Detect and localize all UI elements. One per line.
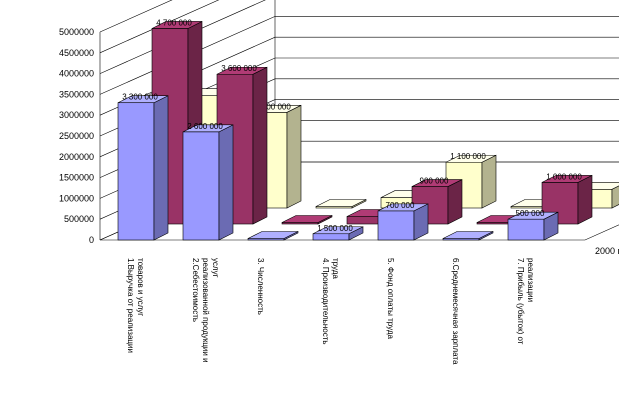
bar-side <box>252 66 268 225</box>
data-label: 3 600 000 <box>221 64 257 73</box>
bar-front <box>377 210 415 241</box>
bar-side <box>577 174 593 225</box>
x-category-label-line: реализации <box>526 258 535 302</box>
series-axis-label: 2000 г. <box>595 246 619 256</box>
y-tick-label: 0 <box>89 235 94 245</box>
y-tick-label: 3500000 <box>59 89 94 99</box>
y-tick-label: 500000 <box>64 214 94 224</box>
x-category-label: 2.Себестоимостьреализованной продукции и… <box>191 258 220 363</box>
x-category-label-line: товаров и услуг <box>136 258 145 316</box>
bar-front <box>182 131 220 241</box>
x-category-label: 1.Выручка от реализациитоваров и услуг <box>126 258 145 353</box>
y-tick-label: 3000000 <box>59 110 94 120</box>
bar-side <box>153 95 169 241</box>
bar-top <box>247 231 299 239</box>
y-tick-label: 1500000 <box>59 173 94 183</box>
data-label: 1 000 000 <box>546 172 582 181</box>
x-category-label-line: труда <box>331 258 340 279</box>
y-tick-label: 5000000 <box>59 27 94 37</box>
bar <box>315 199 367 209</box>
y-tick-label: 4500000 <box>59 48 94 58</box>
x-category-label-line: 2.Себестоимость <box>191 258 200 322</box>
data-label: 500 000 <box>516 209 545 218</box>
bar: 500 000 <box>507 209 559 241</box>
data-label: 1 500 000 <box>317 224 353 233</box>
x-category-label-line: 7. Прибыль (убыток) от <box>516 258 525 345</box>
data-label: 1 100 000 <box>450 152 486 161</box>
bars-layer: 2 300 000 1 100 000 4 700 000 3 600 000 900 … <box>117 18 619 241</box>
bar-top <box>442 231 494 239</box>
data-label: 2 300 000 <box>255 102 291 111</box>
bar: 3 300 000 <box>117 93 169 241</box>
x-category-label-line: 5. Фонд оплаты труда <box>386 258 395 340</box>
bar-top <box>216 66 268 75</box>
y-tick-label: 2500000 <box>59 131 94 141</box>
bar-top <box>281 215 333 223</box>
data-label: 4 700 000 <box>156 18 192 27</box>
gridline <box>99 0 173 33</box>
bar-top <box>315 199 367 207</box>
x-category-label: 6.Среднемесячная зарплата <box>451 258 460 365</box>
y-tick-label: 2000000 <box>59 152 94 162</box>
bar-side <box>447 179 463 225</box>
bar-front <box>507 218 545 241</box>
bar: 1 000 000 <box>541 172 593 225</box>
bar-top <box>151 21 203 29</box>
x-category-label: 7. Прибыль (убыток) отреализации <box>516 258 535 345</box>
bar-side <box>481 154 497 209</box>
bar-top <box>182 124 234 133</box>
bar-side <box>286 104 302 209</box>
bar-front <box>117 102 155 241</box>
x-category-label-line: услуг <box>211 258 220 278</box>
bar: 2 600 000 <box>182 122 234 241</box>
bar: 1 500 000 <box>312 224 364 241</box>
x-category-label-line: 1.Выручка от реализации <box>126 258 135 353</box>
x-category-label-line: 3. Численность <box>256 258 265 315</box>
bar <box>442 231 494 241</box>
bar <box>247 231 299 241</box>
x-category-label-line: 4. Производительность <box>321 258 330 345</box>
bar-top <box>117 95 169 104</box>
bar-front <box>312 233 350 241</box>
x-category-label-line: 6.Среднемесячная зарплата <box>451 258 460 365</box>
series-labels: 2000 г.2001 г.2002 <box>595 246 619 256</box>
bar <box>281 215 333 225</box>
y-tick-label: 1000000 <box>59 193 94 203</box>
y-tick-label: 4000000 <box>59 69 94 79</box>
bar-top <box>445 154 497 163</box>
bar-top <box>541 175 593 183</box>
bar-top <box>377 203 429 212</box>
x-category-label: 3. Численность <box>256 258 265 315</box>
bar-top <box>312 226 364 235</box>
x-category-label: 5. Фонд оплаты труда <box>386 258 395 340</box>
bar-top <box>507 211 559 220</box>
x-category-label-line: реализованной продукции и <box>201 258 210 363</box>
data-label: 700 000 <box>386 201 415 210</box>
bar: 700 000 <box>377 201 429 241</box>
category-labels: 1.Выручка от реализациитоваров и услуг 2.… <box>126 258 535 365</box>
data-label: 2 600 000 <box>187 122 223 131</box>
x-category-label: 4. Производительностьтруда <box>321 258 340 345</box>
bar-side <box>611 185 619 209</box>
bar-top <box>411 179 463 187</box>
data-label: 3 300 000 <box>122 93 158 102</box>
data-label: 900 000 <box>420 177 449 186</box>
bar-side <box>218 124 234 241</box>
